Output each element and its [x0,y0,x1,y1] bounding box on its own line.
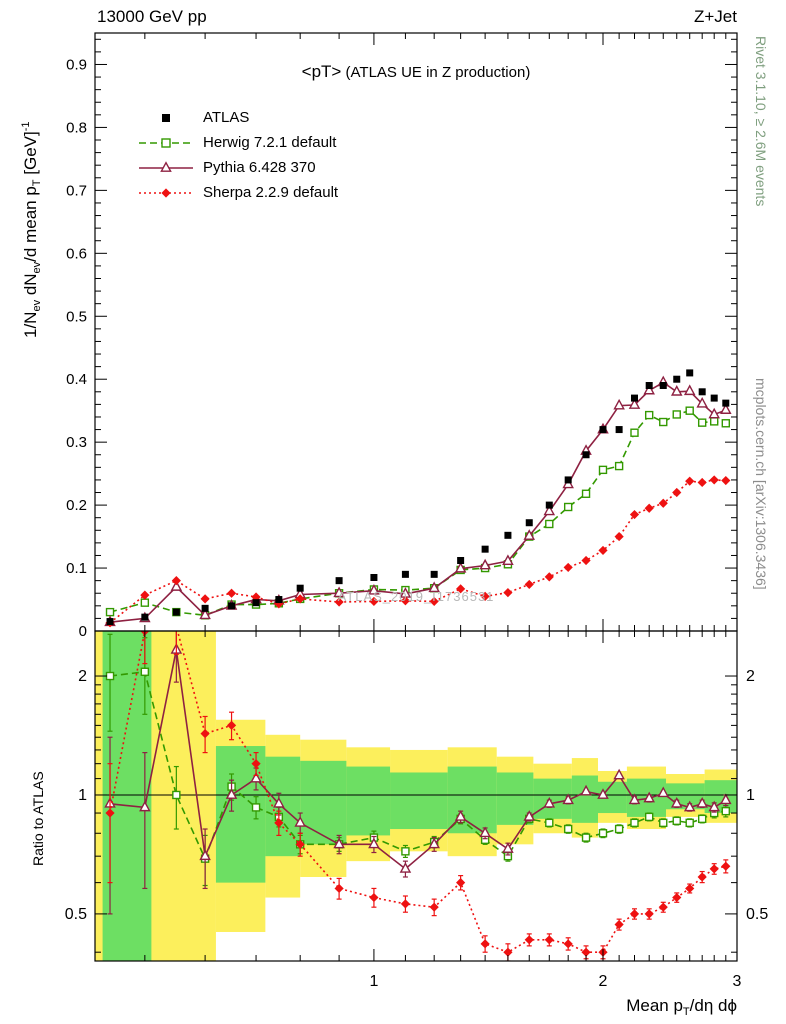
legend-item-atlas: ATLAS [138,105,338,130]
svg-text:0.8: 0.8 [66,119,87,136]
ratio-series-pythia [104,631,732,915]
ratio-panel-series [104,631,732,961]
legend-label-pythia: Pythia 6.428 370 [203,159,316,176]
svg-text:0.5: 0.5 [66,308,87,325]
x-axis-label: Mean pT/dη dϕ [626,996,737,1018]
mcplots-reference-note: mcplots.cern.ch [arXiv:1306.3436] [753,378,769,590]
observable-title: <pT> [301,62,342,81]
svg-text:2: 2 [78,668,87,685]
svg-text:0.4: 0.4 [66,371,87,388]
legend-item-pythia: Pythia 6.428 370 [138,155,338,180]
legend-label-atlas: ATLAS [203,109,250,126]
legend-marker-atlas [162,113,170,122]
legend-item-herwig: Herwig 7.2.1 default [138,130,338,155]
analysis-title: (ATLAS UE in Z production) [341,64,531,81]
analysis-id-watermark: ATLAS_2019_I1736531 [337,589,495,604]
svg-text:0.3: 0.3 [66,434,87,451]
legend-marker-sherpa [139,187,193,198]
legend-label-herwig: Herwig 7.2.1 default [203,134,337,151]
legend-item-sherpa: Sherpa 2.2.9 default [138,180,338,205]
svg-text:2: 2 [746,668,755,685]
ratio-panel-frame [94,630,738,962]
svg-text:1: 1 [746,787,755,804]
svg-text:0: 0 [79,623,87,640]
y-axis-label-ratio: Ratio to ATLAS [30,771,46,866]
top-series-atlas [106,369,730,626]
legend-label-sherpa: Sherpa 2.2.9 default [203,184,339,201]
svg-text:0.9: 0.9 [66,56,87,73]
svg-text:0.2: 0.2 [66,497,87,514]
top-series-sherpa [105,475,731,628]
svg-text:0.6: 0.6 [66,245,87,262]
legend-marker-herwig [139,137,193,148]
ratio-series-sherpa [105,631,731,961]
y-axis-label-top: 1/Nev dNev/d mean pT [GeV]-1 [20,121,43,339]
svg-text:0.1: 0.1 [66,560,87,577]
svg-text:1: 1 [369,973,378,990]
ratio-uncertainty-bands [95,631,737,961]
plot-title: <pT> (ATLAS UE in Z production) [95,62,737,82]
svg-text:3: 3 [733,973,742,990]
svg-text:2: 2 [599,973,608,990]
svg-text:0.5: 0.5 [746,906,768,923]
svg-text:0.5: 0.5 [65,906,87,923]
legend: ATLAS Herwig 7.2.1 default Pythia 6.428 … [138,105,338,205]
svg-text:0.7: 0.7 [66,182,87,199]
top-panel-series [104,369,732,628]
legend-marker-pythia [139,160,193,172]
process-label: Z+Jet [694,7,737,26]
beam-energy-label: 13000 GeV pp [97,7,207,26]
axis-tick-labels: 0 0.1 0.2 0.3 0.4 0.5 0.6 0.7 0.8 0.9 0.5 0.5 1 1 2 2 1 2… [65,56,769,990]
rivet-version-note: Rivet 3.1.10, ≥ 2.6M events [753,36,769,207]
svg-text:1: 1 [78,787,87,804]
